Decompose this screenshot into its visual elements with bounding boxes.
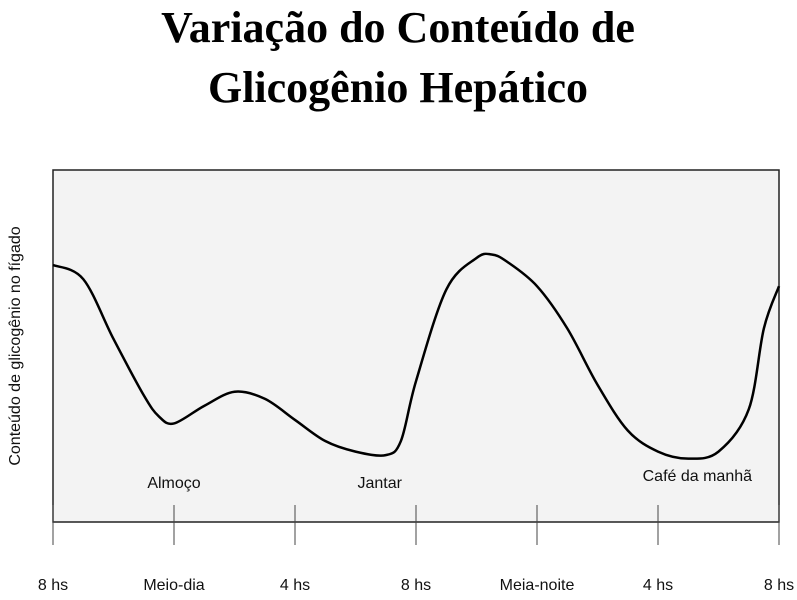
- x-tick-label: Meio-dia: [143, 577, 204, 594]
- series-line: [52, 252, 781, 460]
- annotation: Jantar: [357, 475, 402, 492]
- x-tick-label: Meia-noite: [500, 577, 575, 594]
- annotation: Almoço: [147, 475, 200, 492]
- x-tick-label: 4 hs: [280, 577, 310, 594]
- x-tick-label: 4 hs: [643, 577, 673, 594]
- y-axis-label: Conteúdo de glicogênio no fígado: [7, 226, 24, 465]
- x-tick-label: 8 hs: [401, 577, 431, 594]
- chart-title: Glicogênio Hepático: [208, 63, 588, 112]
- plot-area: [52, 169, 780, 523]
- x-tick-label: 8 hs: [764, 577, 794, 594]
- chart-title: Variação do Conteúdo de: [161, 3, 635, 52]
- annotation: Café da manhã: [643, 468, 753, 485]
- x-tick-label: 8 hs: [38, 577, 68, 594]
